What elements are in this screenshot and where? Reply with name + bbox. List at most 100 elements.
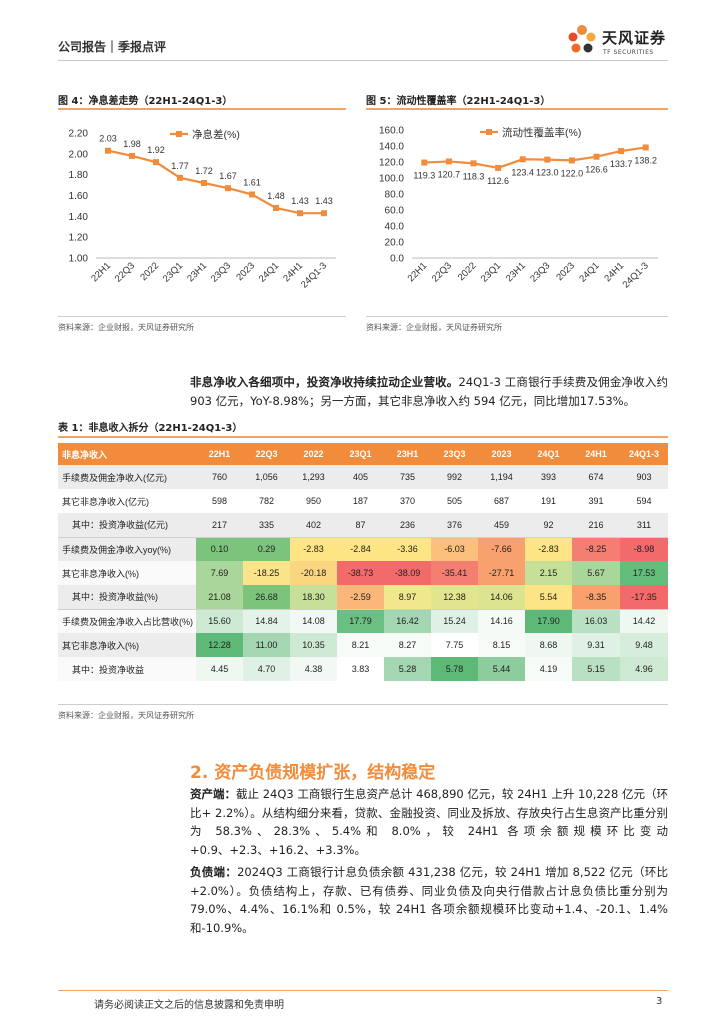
- table-cell: 21.08: [196, 585, 243, 609]
- table-cell: 4.70: [243, 657, 290, 681]
- table-cell: 7.69: [196, 561, 243, 585]
- table-cell: -8.25: [572, 536, 620, 561]
- table-cell: -8.98: [620, 536, 668, 561]
- section2-heading: 2. 资产负债规模扩张，结构稳定: [190, 763, 436, 783]
- table-cell: -6.03: [431, 536, 478, 561]
- table-cell: 4.45: [196, 657, 243, 681]
- x-tick-label: 23H1: [185, 260, 209, 284]
- table-cell: 1,293: [290, 465, 337, 489]
- table-cell: 8.21: [337, 633, 384, 657]
- data-label: 2.03: [99, 134, 117, 144]
- x-tick-label: 2023: [234, 260, 257, 283]
- table-header-period: 23Q3: [431, 443, 478, 465]
- table-cell: -17.35: [620, 585, 668, 609]
- table-cell: 2.15: [525, 561, 572, 585]
- table-header-period: 24H1: [572, 443, 620, 465]
- logo-flower-icon: [568, 25, 596, 53]
- legend-marker: [176, 131, 182, 137]
- table-cell: -38.73: [337, 561, 384, 585]
- table-cell: 594: [636, 496, 652, 506]
- table-cell: 10.35: [290, 633, 337, 657]
- noninterest-income-table: 非息净收入 22H1 22Q3 2022 23Q1 23H1 23Q3 2023 24Q1 24H…: [58, 443, 668, 681]
- data-label: 120.7: [438, 169, 461, 179]
- fig4-source: 资料来源：企业财报，天风证券研究所: [58, 323, 194, 332]
- table-cell: 760: [196, 465, 243, 489]
- table-cell: 1,056: [243, 465, 290, 489]
- table-cell: 3.83: [337, 657, 384, 681]
- y-tick-label: 1.40: [69, 212, 89, 223]
- row-label: 其它非息净收入(亿元): [62, 496, 149, 507]
- netinterest-margin-chart: 1.00 1.20 1.40 1.60 1.80 2.00 2.20 22H1 22Q3 2022…: [69, 128, 336, 291]
- table-cell: 9.48: [620, 633, 668, 657]
- y-tick-label: 1.00: [69, 254, 89, 265]
- table-cell: 8.27: [384, 633, 431, 657]
- data-label: 122.0: [561, 168, 584, 178]
- x-tick-label: 23Q1: [161, 260, 185, 284]
- liability-paragraph: 负债端：2024Q3 工商银行计息负债余额 431,238 亿元，较 24H1 …: [190, 863, 668, 937]
- data-point: [445, 158, 452, 165]
- table-cell: -7.66: [478, 536, 525, 561]
- table-cell: 0.10: [196, 536, 243, 561]
- table-header-label: 非息净收入: [58, 443, 196, 465]
- table-cell: 187: [352, 496, 369, 506]
- asset-label: 资产端：: [190, 787, 237, 801]
- x-tick-label: 2023: [554, 260, 577, 283]
- table-cell: -2.59: [337, 585, 384, 609]
- table-cell: 18.30: [290, 585, 337, 609]
- legend-label: 流动性覆盖率(%): [502, 126, 581, 139]
- table-cell: 393: [525, 465, 572, 489]
- table-cell: 14.08: [290, 608, 337, 633]
- table-cell: 405: [337, 465, 384, 489]
- table-cell: 1,194: [478, 465, 525, 489]
- table-row: 手续费及佣金净收入(亿元) 760 1,056 1,293 405 735 992 1,194…: [58, 465, 668, 489]
- logo-text-cn: 天风证券: [602, 29, 667, 47]
- data-label: 1.43: [291, 196, 309, 206]
- data-label: 1.92: [147, 145, 165, 155]
- x-tick-label: 24Q1: [257, 260, 281, 284]
- x-tick-label: 22Q3: [430, 260, 454, 284]
- table-cell: 12.38: [431, 585, 478, 609]
- table-cell: 402: [290, 513, 337, 537]
- table-cell: 92: [525, 513, 572, 537]
- row-label: 手续费及佣金净收入(亿元): [58, 465, 196, 489]
- y-tick-label: 120.0: [379, 158, 404, 169]
- table-cell: 11.00: [243, 633, 290, 657]
- table-header-period: 24Q1: [525, 443, 572, 465]
- x-tick-label: 24Q1-3: [621, 260, 651, 290]
- table-cell: 15.24: [431, 608, 478, 633]
- table-row: 其它非息净收入(亿元) 598 782 950 187 370 505 687 191 391 59…: [58, 489, 668, 513]
- data-point: [421, 159, 428, 166]
- table-cell: 236: [384, 513, 431, 537]
- fig4-title: 图 4：净息差走势（22H1-24Q1-3）: [58, 96, 233, 107]
- table-cell: -2.84: [337, 536, 384, 561]
- asset-text: 截止 24Q3 工商银行生息资产总计 468,890 亿元，较 24H1 上升 …: [190, 787, 668, 857]
- table-cell: 505: [446, 496, 463, 506]
- table-row: 其中：投资净收益 4.45 4.70 4.38 3.83 5.28 5.78 5.44 4.19…: [58, 657, 668, 681]
- table-cell: 87: [337, 513, 384, 537]
- table-cell: 26.68: [243, 585, 290, 609]
- data-point: [495, 164, 502, 171]
- data-point: [249, 191, 255, 198]
- table-cell: 16.03: [572, 608, 620, 633]
- table-cell: 17.90: [525, 608, 572, 633]
- table1-bottom-rule: [58, 704, 668, 705]
- x-tick-label: 24Q1: [577, 260, 601, 284]
- series-line: [107, 149, 324, 215]
- legend-marker: [486, 129, 492, 135]
- data-label: 1.43: [315, 196, 333, 206]
- table-header-period: 2023: [478, 443, 525, 465]
- data-point: [642, 144, 649, 151]
- table-row: 其中：投资净收益(%) 21.08 26.68 18.30 -2.59 8.97 12.38…: [58, 585, 668, 609]
- table-cell: -27.71: [478, 561, 525, 585]
- table-cell: 391: [588, 496, 604, 506]
- data-label: 1.48: [267, 191, 285, 201]
- table-header-period: 2022: [290, 443, 337, 465]
- table-cell: 376: [431, 513, 478, 537]
- liquidity-coverage-chart: 0.0 20.0 40.0 60.0 80.0 100.0 120.0 140.0 160.0 2…: [379, 126, 658, 291]
- data-label: 1.61: [243, 177, 261, 187]
- table-cell: -38.09: [384, 561, 431, 585]
- row-label: 其它非息净收入(%): [58, 561, 196, 585]
- data-point: [568, 157, 575, 164]
- table-header-row: 非息净收入 22H1 22Q3 2022 23Q1 23H1 23Q3 2023 24Q1 24H…: [58, 443, 668, 465]
- table-cell: 16.42: [384, 608, 431, 633]
